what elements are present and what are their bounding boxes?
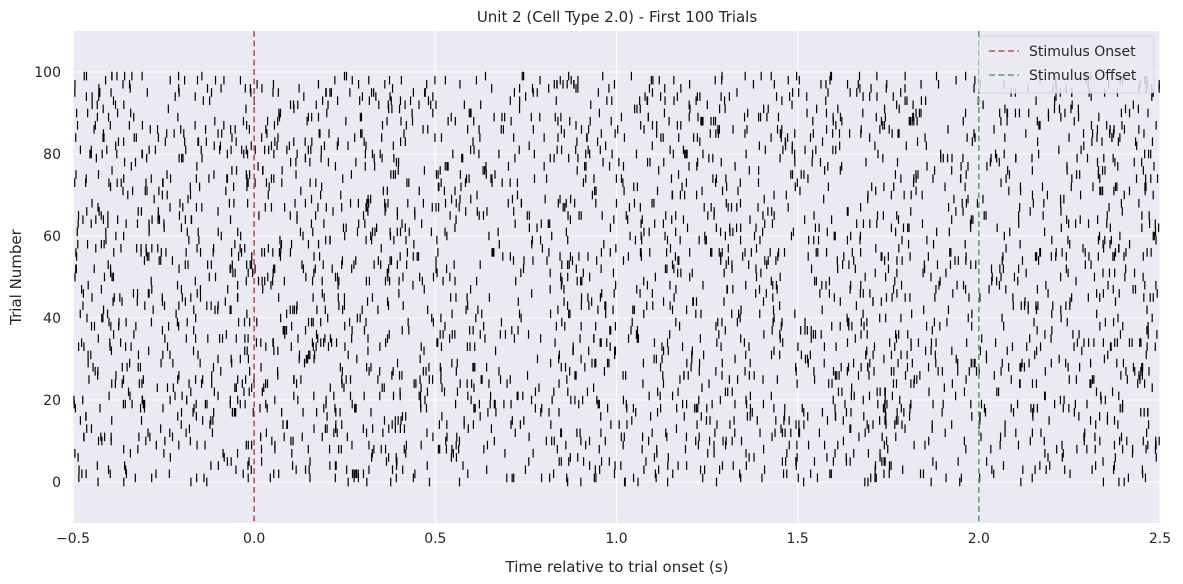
legend-label: Stimulus Onset — [1029, 44, 1136, 60]
legend: Stimulus Onset Stimulus Offset — [978, 35, 1155, 94]
y-tick-label: 0 — [52, 475, 61, 491]
x-tick-label: 2.5 — [1149, 531, 1171, 547]
x-tick-label: 1.0 — [605, 531, 627, 547]
stimulus-markers — [253, 31, 980, 523]
y-tick-label: 80 — [43, 147, 61, 163]
x-tick-label: 0.5 — [424, 531, 446, 547]
legend-label: Stimulus Offset — [1029, 68, 1137, 84]
y-tick-label: 100 — [34, 65, 61, 81]
x-axis-label: Time relative to trial onset (s) — [505, 558, 729, 576]
x-axis-ticks: −0.5 0.0 0.5 1.0 1.5 2.0 2.5 — [56, 531, 1171, 547]
x-tick-label: 0.0 — [243, 531, 265, 547]
y-axis-label: Trial Number — [7, 228, 25, 326]
x-tick-label: 2.0 — [968, 531, 990, 547]
y-axis-ticks: 0 20 40 60 80 100 — [34, 65, 61, 491]
y-tick-label: 20 — [43, 393, 61, 409]
y-tick-label: 60 — [43, 229, 61, 245]
x-tick-label: −0.5 — [56, 531, 90, 547]
spike-raster — [73, 71, 1160, 487]
chart-title: Unit 2 (Cell Type 2.0) - First 100 Trial… — [477, 8, 758, 26]
legend-box — [978, 35, 1155, 94]
x-tick-label: 1.5 — [787, 531, 809, 547]
y-tick-label: 40 — [43, 311, 61, 327]
